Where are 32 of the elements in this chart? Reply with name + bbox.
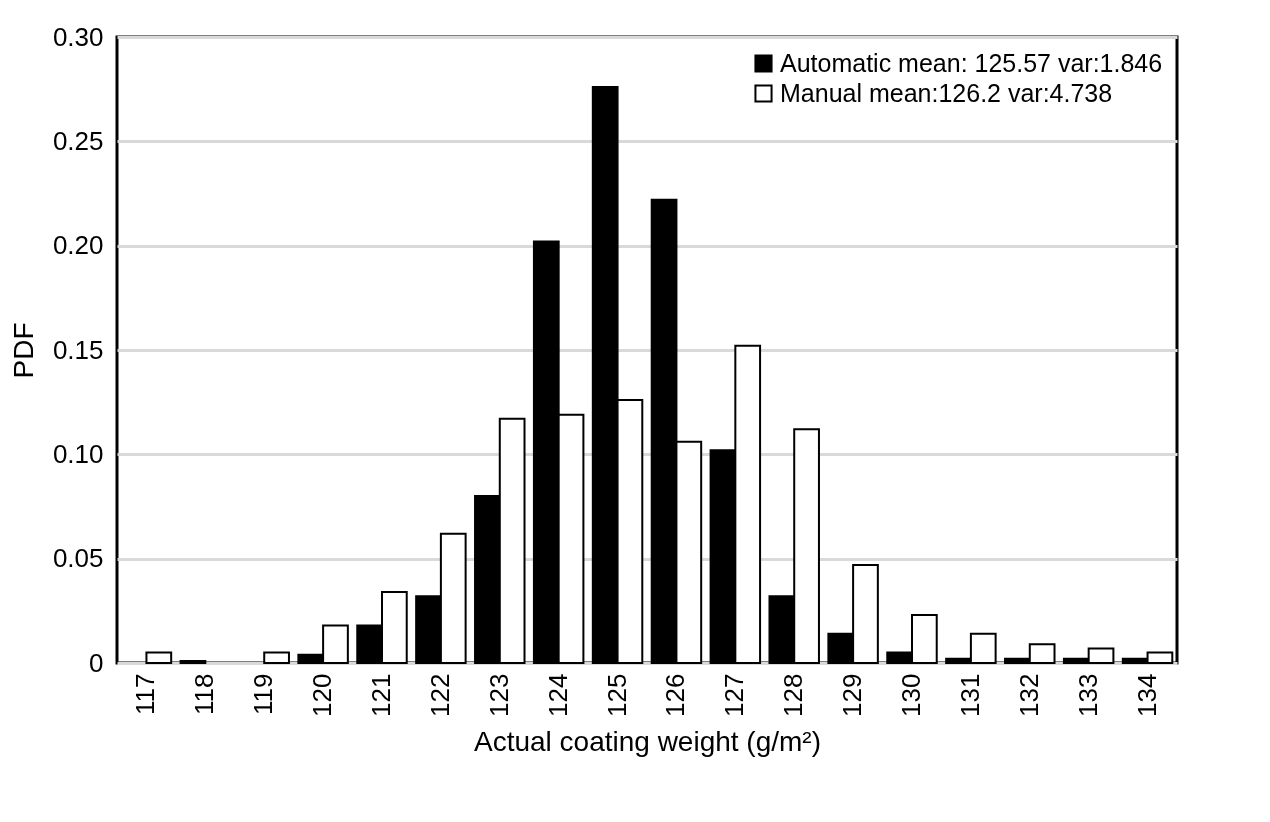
legend-label: Automatic mean: 125.57 var:1.846: [780, 48, 1163, 77]
x-tick-label: 118: [189, 673, 220, 715]
x-tick-label: 132: [1013, 673, 1044, 717]
x-tick-label: 126: [660, 673, 691, 717]
x-axis-title: Actual coating weight (g/m²): [473, 725, 822, 757]
x-tick-label: 121: [366, 673, 396, 717]
x-tick-label: 117: [130, 673, 161, 715]
x-tick-label: 122: [424, 673, 455, 717]
x-tick-label: 130: [896, 673, 926, 717]
legend-label: Manual mean:126.2 var:4.738: [780, 78, 1113, 107]
y-tick-label: 0.30: [52, 21, 104, 52]
x-tick-label: 129: [837, 673, 868, 717]
x-tick-label: 124: [542, 673, 573, 717]
x-tick-label: 133: [1072, 673, 1103, 717]
y-tick-label: 0.20: [52, 230, 104, 261]
x-tick-label: 120: [307, 673, 338, 717]
y-tick-label: 0.10: [52, 438, 104, 469]
y-tick-label: 0.05: [52, 543, 104, 574]
bar: [263, 651, 290, 664]
y-tick-label: 0: [89, 647, 104, 678]
y-axis-title: PDF: [7, 322, 39, 379]
x-tick-label: 128: [778, 673, 809, 717]
x-tick-label: 131: [954, 673, 985, 717]
y-tick-label: 0.15: [52, 334, 104, 365]
x-tick-label: 127: [719, 673, 750, 717]
bar: [179, 659, 207, 664]
bar: [145, 651, 173, 664]
x-tick-label: 123: [483, 673, 514, 717]
x-tick-label: 134: [1131, 673, 1162, 717]
x-tick-label: 119: [248, 673, 279, 715]
x-tick-label: 125: [601, 673, 632, 717]
y-tick-label: 0.25: [52, 125, 104, 156]
